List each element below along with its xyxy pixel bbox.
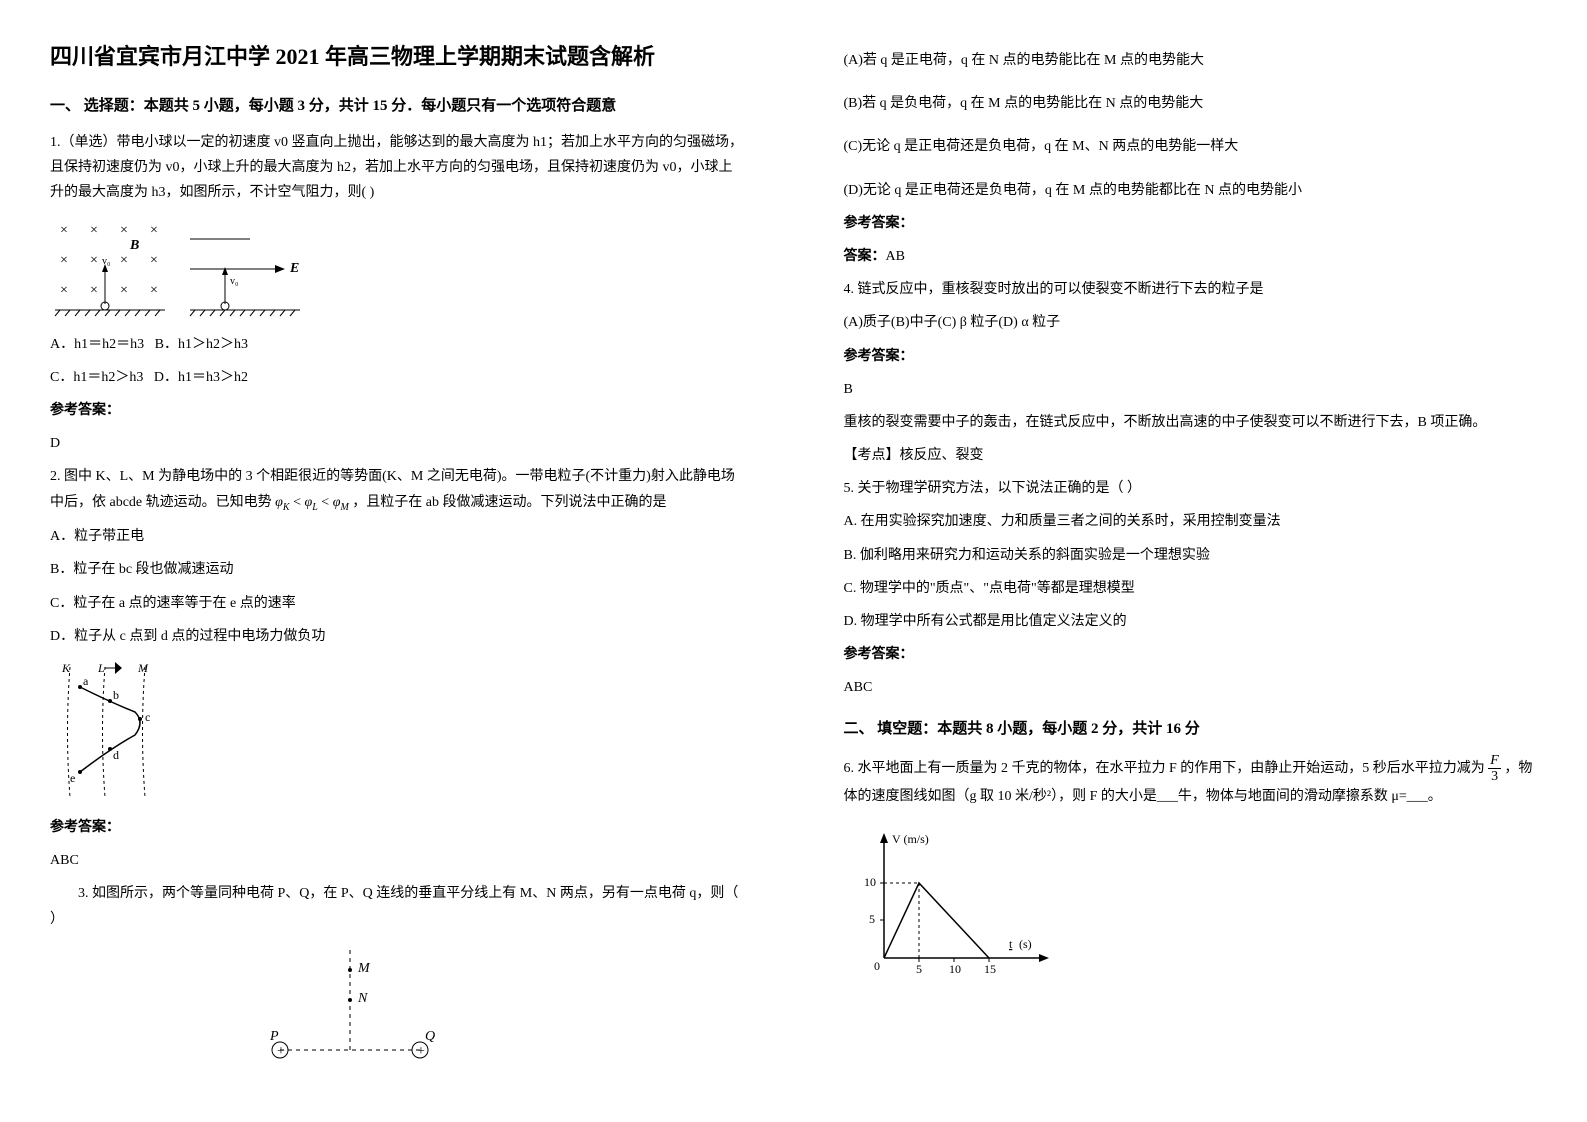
svg-text:×: × xyxy=(60,223,68,238)
svg-text:0: 0 xyxy=(874,959,880,973)
q2-formula: φK < φL < φM xyxy=(275,495,349,510)
svg-text:×: × xyxy=(150,223,158,238)
svg-text:v₀: v₀ xyxy=(230,276,239,287)
q4-text: 4. 链式反应中，重核裂变时放出的可以使裂变不断进行下去的粒子是 xyxy=(844,277,1538,302)
svg-text:(s): (s) xyxy=(1019,937,1032,951)
q3-opt-a: (A)若 q 是正电荷，q 在 N 点的电势能比在 M 点的电势能大 xyxy=(844,48,1538,73)
svg-text:V (m/s): V (m/s) xyxy=(892,832,929,846)
q1-opt-d: D．h1＝h3＞h2 xyxy=(154,370,248,385)
q5-answer: ABC xyxy=(844,675,1538,700)
svg-text:t: t xyxy=(1009,937,1013,951)
q1-ans-label: 参考答案： xyxy=(50,398,744,423)
q1-opt-a: A．h1＝h2＝h3 xyxy=(50,337,144,352)
svg-text:M: M xyxy=(137,661,149,675)
svg-text:P: P xyxy=(269,1029,279,1044)
svg-text:v₀: v₀ xyxy=(102,256,111,267)
svg-text:+: + xyxy=(277,1044,285,1059)
svg-text:E: E xyxy=(289,261,299,276)
q2-opt-b: B．粒子在 bc 段也做减速运动 xyxy=(50,557,744,582)
q6-text: 6. 水平地面上有一质量为 2 千克的物体，在水平拉力 F 的作用下，由静止开始… xyxy=(844,753,1538,810)
q4-explain1: 重核的裂变需要中子的轰击，在链式反应中，不断放出高速的中子使裂变可以不断进行下去… xyxy=(844,410,1538,435)
q1-answer: D xyxy=(50,431,744,456)
svg-text:e: e xyxy=(70,771,75,785)
svg-text:B: B xyxy=(129,238,139,253)
svg-text:Q: Q xyxy=(425,1029,435,1044)
q4-explain2: 【考点】核反应、裂变 xyxy=(844,443,1538,468)
q1-opt-b: B．h1＞h2＞h3 xyxy=(155,337,248,352)
svg-text:×: × xyxy=(120,223,128,238)
section2-heading: 二、 填空题：本题共 8 小题，每小题 2 分，共计 16 分 xyxy=(844,716,1538,743)
q5-text: 5. 关于物理学研究方法，以下说法正确的是（ ） xyxy=(844,476,1538,501)
svg-text:×: × xyxy=(60,283,68,298)
q1-figure: × × × × × × v₀ × × × × × × B E v₀ xyxy=(50,214,310,324)
svg-text:L: L xyxy=(97,661,105,675)
svg-text:5: 5 xyxy=(869,912,875,926)
q4-options: (A)质子(B)中子(C) β 粒子(D) α 粒子 xyxy=(844,310,1538,335)
q2-text: 2. 图中 K、L、M 为静电场中的 3 个相距很近的等势面(K、M 之间无电荷… xyxy=(50,464,744,516)
svg-text:N: N xyxy=(357,991,368,1006)
svg-text:M: M xyxy=(357,961,371,976)
svg-text:c: c xyxy=(145,710,150,724)
q3-opt-c: (C)无论 q 是正电荷还是负电荷，q 在 M、N 两点的电势能一样大 xyxy=(844,134,1538,159)
q5-ans-label: 参考答案： xyxy=(844,642,1538,667)
q2-figure: K L M a b c d e xyxy=(50,657,200,807)
q5-opt-a: A. 在用实验探究加速度、力和质量三者之间的关系时，采用控制变量法 xyxy=(844,509,1538,534)
q3-text: 3. 如图所示，两个等量同种电荷 P、Q，在 P、Q 连线的垂直平分线上有 M、… xyxy=(50,881,744,931)
q2-answer: ABC xyxy=(50,848,744,873)
q5-opt-b: B. 伽利略用来研究力和运动关系的斜面实验是一个理想实验 xyxy=(844,543,1538,568)
svg-text:×: × xyxy=(90,223,98,238)
q1-text: 1.（单选）带电小球以一定的初速度 v0 竖直向上抛出，能够达到的最大高度为 h… xyxy=(50,130,744,206)
q6-figure: V (m/s) t (s) 0 5 10 15 5 10 xyxy=(844,818,1064,988)
svg-text:a: a xyxy=(83,674,89,688)
q5-opt-d: D. 物理学中所有公式都是用比值定义法定义的 xyxy=(844,609,1538,634)
q2-opt-a: A．粒子带正电 xyxy=(50,524,744,549)
q3-ans-label: 参考答案： xyxy=(844,211,1538,236)
q4-answer: B xyxy=(844,377,1538,402)
q6-fraction: F 3 xyxy=(1488,753,1501,785)
svg-text:10: 10 xyxy=(949,962,961,976)
svg-text:×: × xyxy=(150,253,158,268)
svg-text:×: × xyxy=(60,253,68,268)
right-column: (A)若 q 是正电荷，q 在 N 点的电势能比在 M 点的电势能大 (B)若 … xyxy=(794,0,1587,1122)
q2-opt-d: D．粒子从 c 点到 d 点的过程中电场力做负功 xyxy=(50,624,744,649)
svg-text:d: d xyxy=(113,748,119,762)
q4-ans-label: 参考答案： xyxy=(844,344,1538,369)
q1-opt-c: C．h1＝h2＞h3 xyxy=(50,370,143,385)
q1-options-row2: C．h1＝h2＞h3 D．h1＝h3＞h2 xyxy=(50,365,744,390)
svg-text:15: 15 xyxy=(984,962,996,976)
svg-text:5: 5 xyxy=(916,962,922,976)
left-column: 四川省宜宾市月江中学 2021 年高三物理上学期期末试题含解析 一、 选择题：本… xyxy=(0,0,794,1122)
q3-figure: + + P Q M N xyxy=(250,940,450,1070)
svg-text:b: b xyxy=(113,688,119,702)
q3-opt-d: (D)无论 q 是正电荷还是负电荷，q 在 M 点的电势能都比在 N 点的电势能… xyxy=(844,178,1538,203)
q1-options-row1: A．h1＝h2＝h3 B．h1＞h2＞h3 xyxy=(50,332,744,357)
svg-text:×: × xyxy=(150,283,158,298)
svg-text:+: + xyxy=(417,1044,425,1059)
svg-text:K: K xyxy=(61,661,71,675)
q2-opt-c: C．粒子在 a 点的速率等于在 e 点的速率 xyxy=(50,591,744,616)
svg-text:10: 10 xyxy=(864,875,876,889)
svg-text:×: × xyxy=(120,253,128,268)
q3-opt-b: (B)若 q 是负电荷，q 在 M 点的电势能比在 N 点的电势能大 xyxy=(844,91,1538,116)
page-title: 四川省宜宾市月江中学 2021 年高三物理上学期期末试题含解析 xyxy=(50,40,744,73)
section1-heading: 一、 选择题：本题共 5 小题，每小题 3 分，共计 15 分．每小题只有一个选… xyxy=(50,93,744,120)
svg-text:×: × xyxy=(90,253,98,268)
svg-text:×: × xyxy=(90,283,98,298)
q2-ans-label: 参考答案： xyxy=(50,815,744,840)
q3-answer: 答案：AB xyxy=(844,244,1538,269)
q5-opt-c: C. 物理学中的"质点"、"点电荷"等都是理想模型 xyxy=(844,576,1538,601)
svg-text:×: × xyxy=(120,283,128,298)
